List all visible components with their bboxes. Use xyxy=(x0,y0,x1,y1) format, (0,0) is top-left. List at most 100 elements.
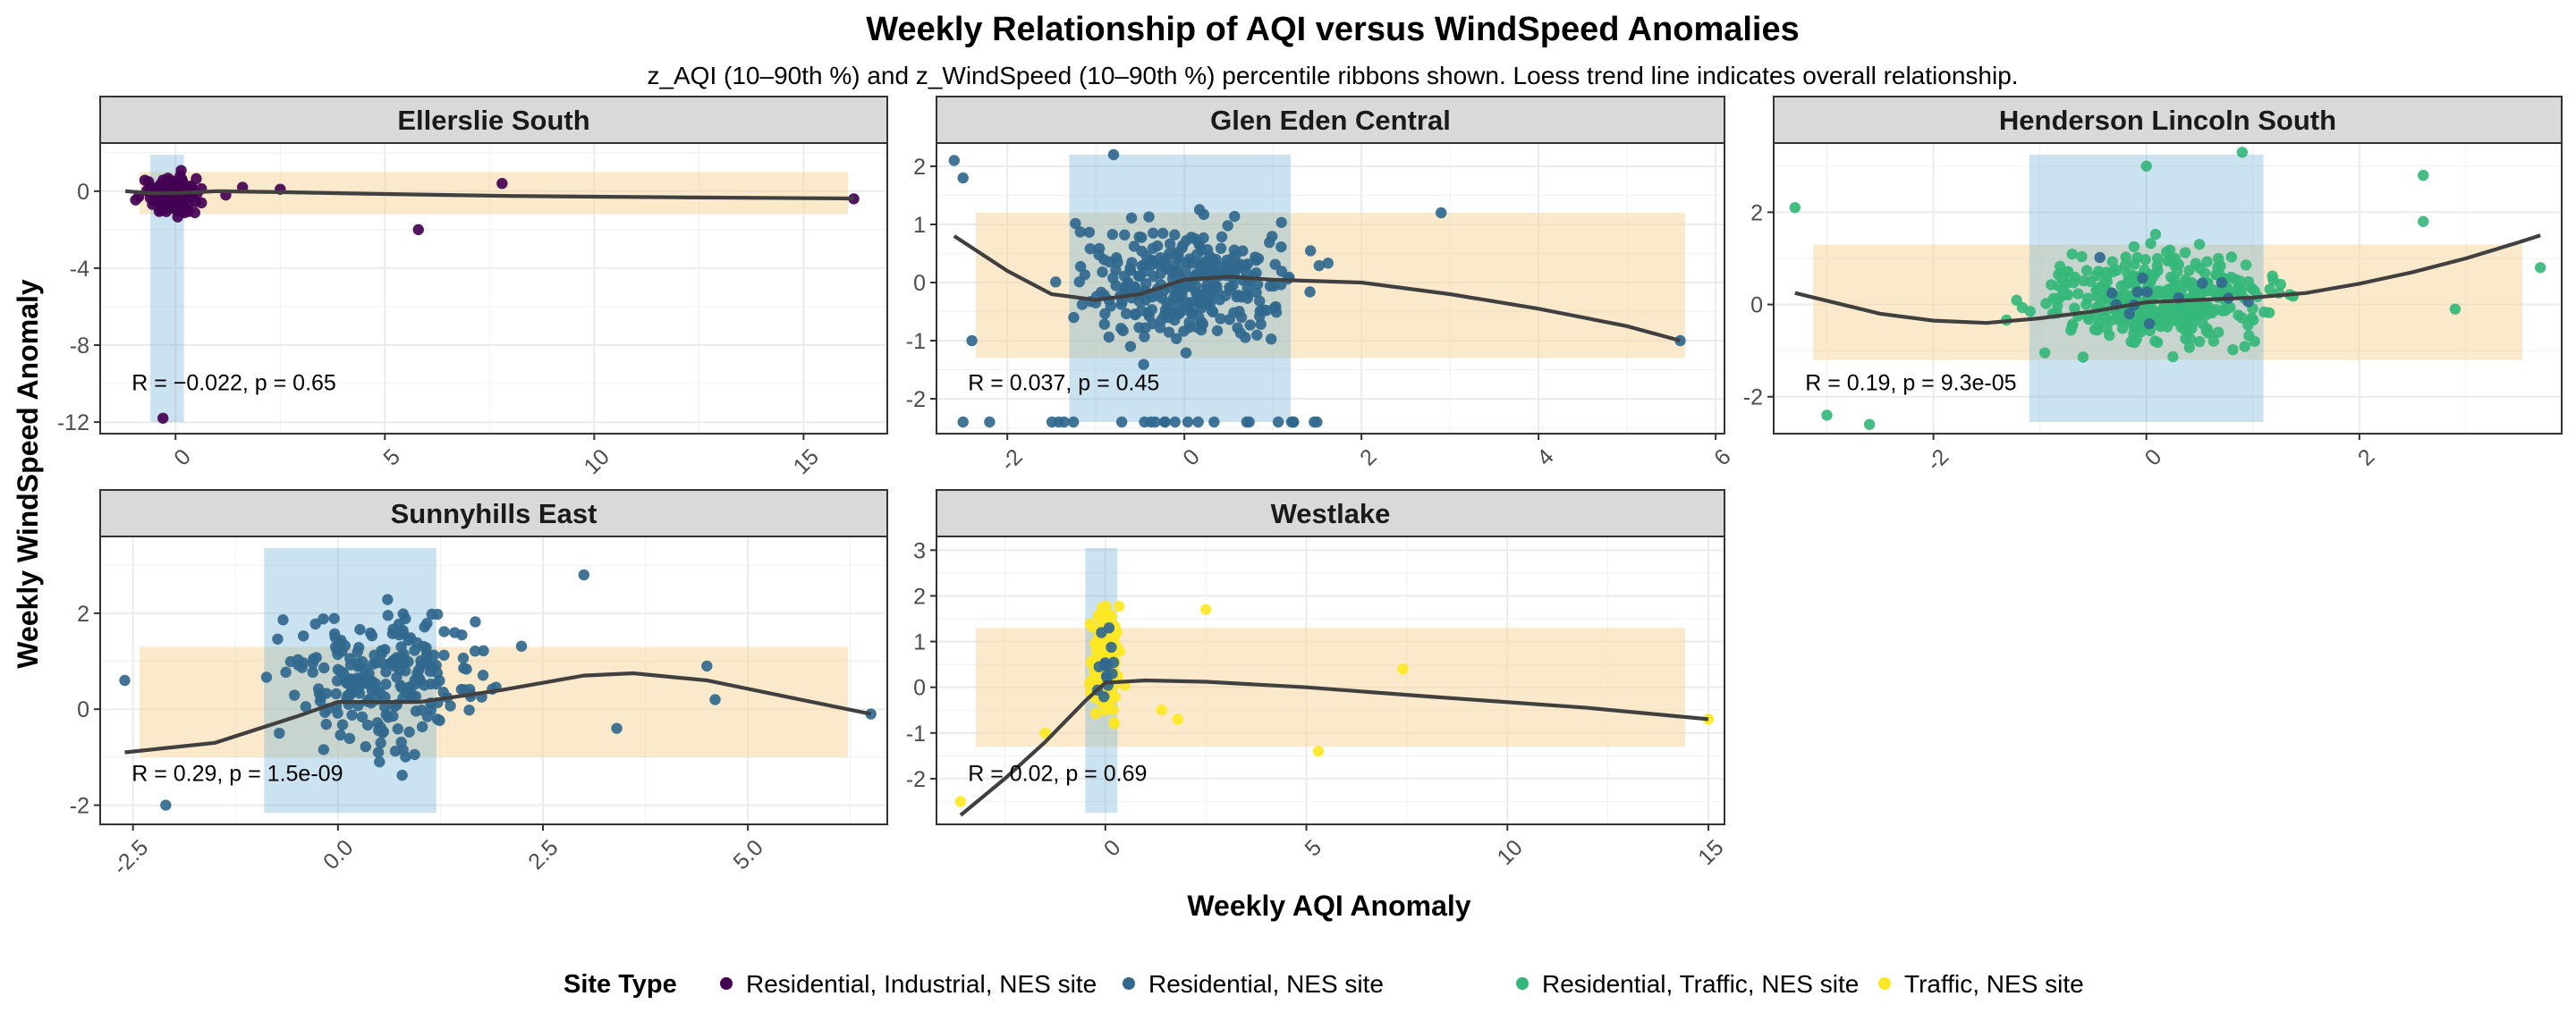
data-point xyxy=(1269,258,1281,270)
data-point xyxy=(984,416,996,428)
data-point xyxy=(409,748,420,761)
data-point xyxy=(2149,228,2162,241)
facet-label: Ellerslie South xyxy=(397,105,589,136)
data-point xyxy=(335,729,346,741)
data-point xyxy=(1154,251,1166,264)
data-point xyxy=(2065,325,2077,336)
data-point xyxy=(1222,258,1234,270)
data-point xyxy=(1117,325,1129,337)
data-point xyxy=(396,769,408,781)
wind-ribbon xyxy=(140,646,848,757)
data-point xyxy=(1093,249,1105,261)
data-point xyxy=(380,679,392,690)
data-point xyxy=(1124,341,1137,352)
y-tick-label: -4 xyxy=(70,257,89,282)
data-point xyxy=(428,649,440,661)
data-point xyxy=(1304,245,1317,257)
data-point xyxy=(1107,656,1120,669)
data-point xyxy=(2046,279,2057,291)
x-tick-label: 0.0 xyxy=(318,835,358,874)
data-point xyxy=(318,612,329,625)
data-point xyxy=(1192,236,1204,248)
data-point xyxy=(431,608,444,621)
data-point xyxy=(189,207,201,219)
data-point xyxy=(1182,257,1193,268)
data-point xyxy=(2225,251,2238,263)
data-point xyxy=(2190,258,2202,269)
data-point xyxy=(1136,232,1148,243)
legend-swatch xyxy=(1123,977,1135,990)
data-point xyxy=(1275,279,1287,291)
data-point xyxy=(2066,249,2078,260)
data-point xyxy=(948,155,960,166)
data-point xyxy=(1103,331,1115,343)
data-point xyxy=(457,652,470,664)
x-tick-label: 2 xyxy=(1355,444,1382,471)
data-point xyxy=(1233,289,1245,301)
facet-label: Henderson Lincoln South xyxy=(1999,105,2336,136)
y-tick-label: 0 xyxy=(913,271,926,296)
data-point xyxy=(289,689,301,701)
data-point xyxy=(1076,299,1089,310)
data-point xyxy=(1199,604,1212,615)
data-point xyxy=(1148,270,1160,283)
data-point xyxy=(701,660,713,672)
x-tick-label: -2 xyxy=(996,444,1028,477)
data-point xyxy=(470,616,481,628)
data-point xyxy=(297,657,309,669)
y-tick-label: -2 xyxy=(70,794,89,819)
x-tick-label: 10 xyxy=(579,444,614,479)
loess-trend-line xyxy=(124,671,872,755)
data-point xyxy=(2117,316,2129,327)
data-point xyxy=(438,626,450,637)
data-point xyxy=(1215,313,1226,325)
data-point xyxy=(1121,308,1132,320)
panel-ellerslie-south: Ellerslie South R = −0.022, p = 0.65 0 -4 -8… xyxy=(57,96,888,479)
panel-border xyxy=(99,536,888,825)
data-point xyxy=(416,721,428,733)
data-point xyxy=(143,176,155,188)
data-point xyxy=(1250,254,1262,266)
data-point xyxy=(1104,256,1115,268)
data-point xyxy=(1100,600,1112,612)
data-point xyxy=(356,711,369,723)
data-point xyxy=(1156,705,1167,716)
data-point xyxy=(515,640,528,652)
data-point xyxy=(1164,238,1176,250)
data-point xyxy=(2141,286,2153,298)
data-point xyxy=(360,740,372,753)
y-tick-label: 2 xyxy=(77,602,89,627)
correlation-stat: R = 0.037, p = 0.45 xyxy=(968,370,1159,395)
data-point xyxy=(2418,215,2429,227)
data-point xyxy=(1126,257,1138,268)
data-point xyxy=(272,633,284,645)
data-point xyxy=(2093,317,2105,329)
data-point xyxy=(330,688,343,700)
data-point xyxy=(2264,283,2275,295)
data-point xyxy=(1115,416,1128,428)
data-point xyxy=(300,701,312,713)
data-point xyxy=(1135,305,1148,317)
data-point xyxy=(2122,267,2133,280)
data-point xyxy=(1172,713,1183,725)
data-point xyxy=(1157,227,1169,240)
correlation-stat: R = 0.19, p = 9.3e-05 xyxy=(1805,370,2016,395)
legend-label: Residential, NES site xyxy=(1148,970,1384,998)
data-point xyxy=(343,732,356,745)
legend-label: Residential, Industrial, NES site xyxy=(746,970,1097,998)
data-point xyxy=(2120,251,2131,263)
data-point xyxy=(2216,276,2228,289)
data-point xyxy=(1093,661,1106,672)
data-point xyxy=(1191,249,1203,260)
data-point xyxy=(2242,275,2254,288)
data-point xyxy=(1313,259,1326,272)
data-point xyxy=(1115,299,1127,310)
data-point xyxy=(1272,416,1284,428)
loess-trend-line xyxy=(953,234,1682,343)
data-point xyxy=(352,642,365,654)
data-point xyxy=(1322,258,1334,269)
legend-item: Traffic, NES site xyxy=(1878,970,2084,998)
data-point xyxy=(2163,310,2174,323)
correlation-stat: R = 0.29, p = 1.5e-09 xyxy=(131,762,343,787)
